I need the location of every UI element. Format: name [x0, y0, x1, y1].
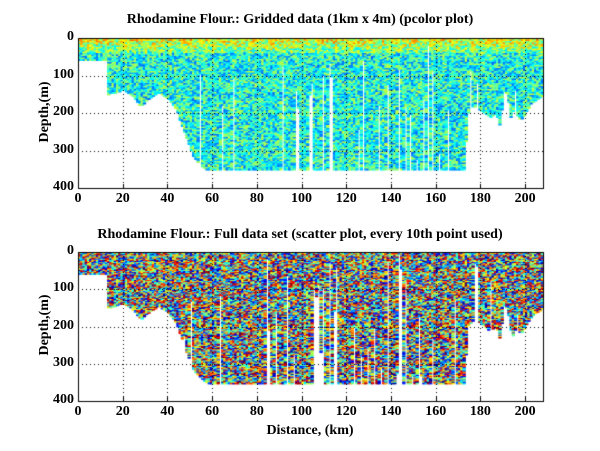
- bottom-chart-title: Rhodamine Flour.: Full data set (scatter…: [97, 227, 503, 242]
- y-tick-label: 400: [53, 392, 74, 407]
- y-tick-label: 200: [53, 104, 74, 119]
- x-tick-label: 20: [115, 404, 130, 419]
- x-tick-label: 0: [74, 191, 82, 206]
- x-tick-label: 140: [380, 404, 402, 419]
- x-tick-label: 180: [469, 191, 491, 206]
- y-tick-label: 100: [53, 66, 74, 82]
- bottom-x-axis-label: Distance, (km): [266, 423, 354, 438]
- y-tick-label: 0: [67, 243, 74, 258]
- x-tick-label: 80: [249, 404, 264, 419]
- y-tick-label: 0: [67, 29, 74, 44]
- x-tick-label: 20: [115, 191, 130, 206]
- y-tick-label: 100: [53, 280, 74, 296]
- y-tick-label: 300: [53, 354, 74, 370]
- x-tick-label: 60: [205, 404, 220, 419]
- x-tick-label: 40: [160, 191, 175, 206]
- x-tick-label: 80: [249, 191, 264, 206]
- x-tick-label: 120: [335, 404, 357, 419]
- x-tick-label: 160: [425, 404, 447, 419]
- x-tick-label: 100: [291, 191, 313, 206]
- x-tick-label: 180: [469, 404, 491, 419]
- x-tick-label: 100: [291, 404, 313, 419]
- x-tick-label: 200: [514, 404, 536, 419]
- x-tick-label: 60: [205, 191, 220, 206]
- x-tick-label: 0: [74, 404, 82, 419]
- y-tick-label: 400: [53, 179, 74, 194]
- top-chart-title: Rhodamine Flour.: Gridded data (1km x 4m…: [126, 12, 474, 27]
- y-tick-label: 300: [53, 141, 74, 157]
- x-tick-label: 200: [514, 191, 536, 206]
- x-tick-label: 160: [425, 191, 447, 206]
- x-tick-label: 120: [335, 191, 357, 206]
- x-tick-label: 40: [160, 404, 175, 419]
- x-tick-label: 140: [380, 191, 402, 206]
- y-tick-label: 200: [53, 317, 74, 333]
